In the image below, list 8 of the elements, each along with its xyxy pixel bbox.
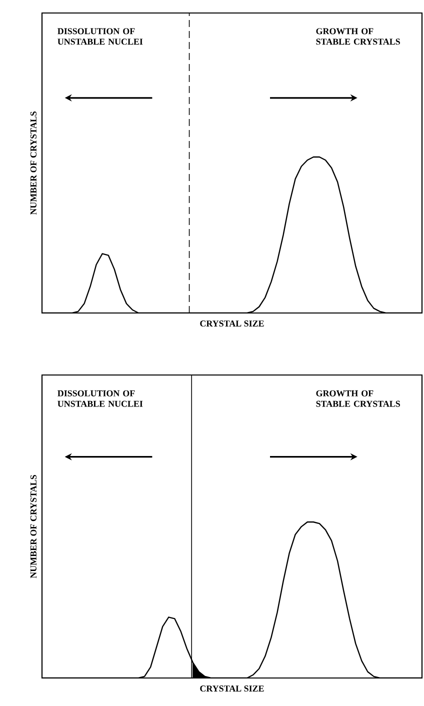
x-axis-title: CRYSTAL SIZE bbox=[200, 320, 264, 327]
x-axis-title: CRYSTAL SIZE bbox=[200, 686, 264, 692]
y-axis-title: NUMBER OF CRYSTALS bbox=[30, 475, 36, 578]
text: DISSOLUTION OF UNSTABLE NUCLEI bbox=[58, 28, 143, 45]
y-axis-title: NUMBER OF CRYSTALS bbox=[30, 112, 36, 215]
text: DISSOLUTION OF UNSTABLE NUCLEI bbox=[58, 390, 143, 407]
text: GROWTH OF STABLE CRYSTALS bbox=[316, 390, 400, 407]
text: GROWTH OF STABLE CRYSTALS bbox=[316, 28, 400, 45]
